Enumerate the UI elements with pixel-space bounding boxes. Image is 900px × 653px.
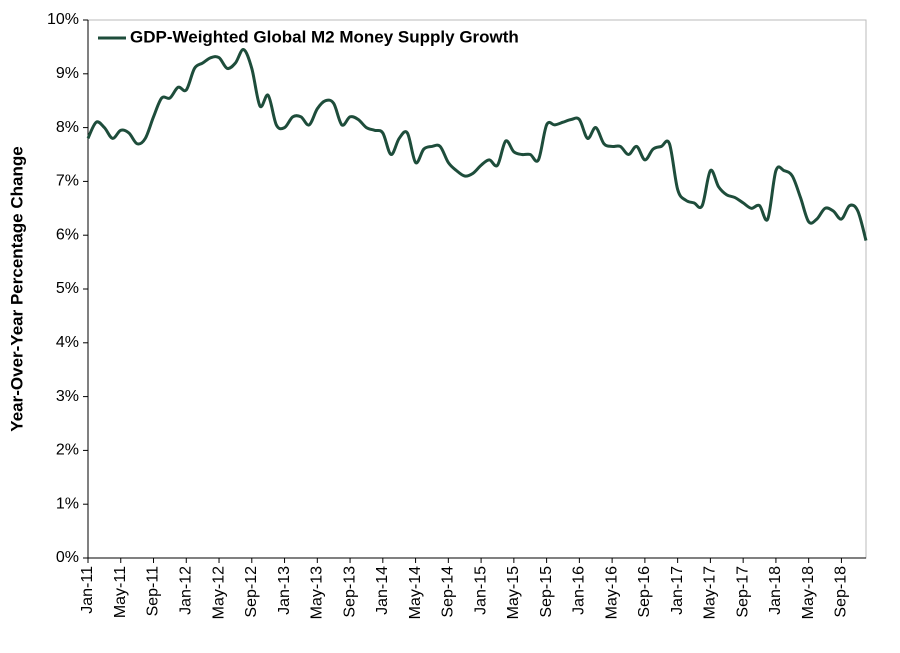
y-tick-label: 3%	[56, 388, 79, 405]
x-tick-label: May-15	[505, 566, 522, 619]
x-tick-label: Sep-18	[833, 566, 850, 618]
x-tick-label: Jan-17	[669, 566, 686, 615]
x-tick-label: Sep-14	[440, 566, 457, 618]
x-tick-label: Jan-18	[767, 566, 784, 615]
y-tick-label: 1%	[56, 495, 79, 512]
x-tick-label: May-17	[702, 566, 719, 619]
plot-area	[87, 19, 867, 559]
y-tick-label: 2%	[56, 442, 79, 459]
x-tick-label: May-13	[309, 566, 326, 619]
x-tick-label: Sep-17	[734, 566, 751, 618]
legend-label: GDP-Weighted Global M2 Money Supply Grow…	[130, 27, 519, 46]
x-tick-label: Jan-12	[177, 566, 194, 615]
y-axis-title: Year-Over-Year Percentage Change	[7, 146, 26, 431]
x-tick-label: May-11	[112, 566, 129, 618]
x-tick-label: May-12	[210, 566, 227, 619]
x-tick-label: May-16	[603, 566, 620, 619]
x-tick-label: Sep-16	[636, 566, 653, 618]
x-tick-label: Sep-13	[341, 566, 358, 618]
y-tick-label: 10%	[47, 11, 79, 28]
x-tick-label: Sep-12	[243, 566, 260, 618]
x-tick-label: Jan-11	[79, 566, 96, 614]
y-tick-label: 0%	[56, 549, 79, 566]
x-tick-label: Sep-15	[538, 566, 555, 618]
data-line	[86, 48, 868, 241]
y-tick-label: 7%	[56, 173, 79, 190]
x-tick-label: Jan-15	[472, 566, 489, 615]
x-tick-label: May-14	[407, 566, 424, 619]
x-tick-label: Jan-13	[276, 566, 293, 615]
x-tick-label: May-18	[800, 566, 817, 619]
x-tick-label: Jan-16	[571, 566, 588, 615]
y-tick-label: 4%	[56, 334, 79, 351]
x-tick-label: Sep-11	[145, 566, 162, 617]
y-tick-label: 6%	[56, 226, 79, 243]
y-tick-label: 5%	[56, 280, 79, 297]
y-tick-label: 8%	[56, 119, 79, 136]
y-tick-label: 9%	[56, 65, 79, 82]
x-tick-label: Jan-14	[374, 566, 391, 615]
